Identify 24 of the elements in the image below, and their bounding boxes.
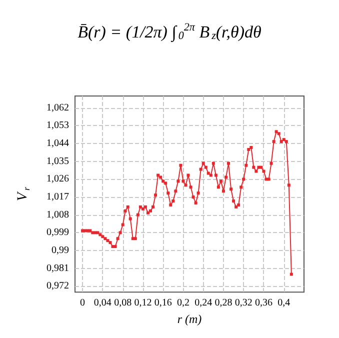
y-tick-label: 0,99 [52, 245, 69, 256]
y-tick-label: 1,008 [46, 209, 69, 220]
y-tick-label: 1,035 [46, 156, 69, 167]
x-tick-label: 0,28 [214, 298, 232, 309]
x-tick-label: 0,12 [134, 298, 152, 309]
y-tick-label: 1,062 [46, 102, 69, 114]
y-tick-label: 1,053 [46, 120, 69, 132]
x-tick-label: 0 [80, 298, 86, 309]
y-tick-label: 0,981 [46, 262, 69, 274]
y-tick-label: 1,026 [46, 174, 69, 185]
y-tick-label: 0,999 [46, 227, 69, 238]
x-tick-label: 0,24 [194, 298, 212, 309]
x-tick-label: 0,4 [278, 298, 290, 309]
y-axis-title: Vr [16, 186, 32, 202]
x-tick-label: 0,36 [254, 298, 272, 309]
y-tick-label: 1,044 [46, 138, 69, 150]
x-tick-label: 0,2 [176, 298, 190, 309]
y-tick-label: 1,017 [46, 192, 69, 203]
x-tick-label: 0,04 [94, 298, 112, 309]
y-tick-label: 0,972 [46, 280, 69, 292]
x-tick-label: 0,32 [234, 298, 252, 309]
x-axis-title: r (m) [177, 312, 202, 326]
x-tick-label: 0,16 [154, 298, 172, 309]
x-tick-label: 0,08 [114, 298, 132, 309]
